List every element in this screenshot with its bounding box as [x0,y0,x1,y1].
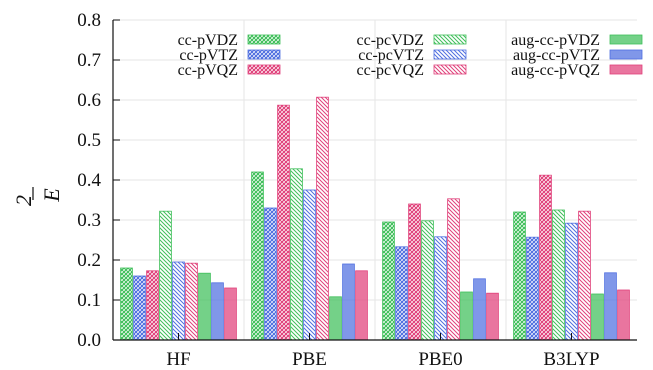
legend-label-aug-cc-pVTZ: aug-cc-pVTZ [513,47,600,64]
bar-cc-pcVDZ-HF [159,210,172,341]
y-tick-label: 0.8 [77,10,101,31]
bar-cc-pcVDZ-PBE0 [421,220,434,341]
bar-cc-pVTZ-HF [133,275,146,341]
bar-aug-cc-pVTZ-PBE [342,263,355,341]
y-tick-label: 0.7 [77,50,101,71]
bar-cc-pcVTZ-PBE [303,189,316,341]
bar-cc-pVQZ-PBE0 [408,203,421,341]
bar-aug-cc-pVQZ-PBE0 [486,292,499,341]
legend-swatch-cc-pcVQZ [433,64,467,75]
x-tick-label-PBE0: PBE0 [418,349,462,370]
axes [112,19,637,341]
bar-cc-pVTZ-PBE0 [395,246,408,341]
bar-cc-pVQZ-B3LYP [539,174,552,341]
x-tick-labels: HF PBE PBE0 B3LYP [166,349,599,370]
y-axis-label-group: E 2 [11,187,64,206]
bar-cc-pcVDZ-PBE [290,168,303,341]
legend-label-aug-cc-pVDZ: aug-cc-pVDZ [511,32,600,49]
legend-label-cc-pVTZ: cc-pVTZ [179,47,238,64]
bars-group [120,96,630,341]
bar-aug-cc-pVQZ-HF [224,287,237,341]
bar-cc-pVQZ-HF [146,270,159,341]
y-tick-label: 0.1 [77,290,101,311]
legend-swatch-cc-pcVDZ [433,34,467,45]
bar-aug-cc-pVTZ-PBE0 [473,278,486,341]
legend-label-cc-pcVQZ: cc-pcVQZ [356,62,424,79]
bar-aug-cc-pVDZ-PBE0 [460,291,473,341]
legend-label-cc-pcVDZ: cc-pcVDZ [356,32,424,49]
legend-swatch-cc-pVQZ [247,64,281,75]
legend-swatch-cc-pcVTZ [433,49,467,60]
bar-cc-pVDZ-PBE [251,171,264,341]
x-tick-label-B3LYP: B3LYP [543,349,599,370]
bar-aug-cc-pVDZ-HF [198,272,211,341]
y-tick-label: 0.5 [77,130,101,151]
bar-cc-pcVQZ-B3LYP [578,210,591,341]
bar-cc-pcVQZ-PBE0 [447,198,460,341]
bar-aug-cc-pVQZ-PBE [355,270,368,341]
x-tick-label-PBE: PBE [292,349,327,370]
legend-swatch-cc-pVTZ [247,49,281,60]
legend-swatch-aug-cc-pVTZ [609,49,643,60]
bar-cc-pcVDZ-B3LYP [552,209,565,341]
bar-aug-cc-pVDZ-PBE [329,296,342,341]
y-tick-labels: 0.0 0.1 0.2 0.3 0.4 0.5 0.6 0.7 0.8 [77,10,101,351]
x-tick-label-HF: HF [166,349,190,370]
bar-cc-pVQZ-PBE [277,104,290,341]
y-tick-label: 0.3 [77,210,101,231]
bar-cc-pcVTZ-PBE0 [434,236,447,341]
bar-cc-pcVQZ-PBE [316,96,329,341]
legend-label-cc-pVDZ: cc-pVDZ [178,32,238,49]
y-axis-label-superscript: 2 [11,195,36,206]
bar-aug-cc-pVTZ-B3LYP [604,272,617,341]
bar-cc-pVDZ-HF [120,267,133,341]
y-tick-label: 0.0 [77,330,101,351]
y-axis-label: E [39,188,64,203]
bar-cc-pcVTZ-HF [172,261,185,341]
y-tick-label: 0.4 [77,170,101,191]
bar-cc-pVDZ-PBE0 [382,221,395,341]
y-tick-label: 0.2 [77,250,101,271]
legend-label-aug-cc-pVQZ: aug-cc-pVQZ [511,62,600,79]
bar-cc-pcVQZ-HF [185,262,198,341]
bar-cc-pVTZ-B3LYP [526,236,539,341]
legend-swatch-aug-cc-pVQZ [609,64,643,75]
legend-swatch-aug-cc-pVDZ [609,34,643,45]
y-tick-label: 0.6 [77,90,101,111]
legend-swatch-cc-pVDZ [247,34,281,45]
bar-cc-pVDZ-B3LYP [513,211,526,341]
bar-cc-pcVTZ-B3LYP [565,222,578,341]
legend-label-cc-pVQZ: cc-pVQZ [178,62,238,79]
bar-aug-cc-pVTZ-HF [211,282,224,341]
bar-aug-cc-pVDZ-B3LYP [591,293,604,341]
bar-aug-cc-pVQZ-B3LYP [617,289,630,341]
legend-label-cc-pcVTZ: cc-pcVTZ [358,47,424,64]
bar-cc-pVTZ-PBE [264,207,277,341]
